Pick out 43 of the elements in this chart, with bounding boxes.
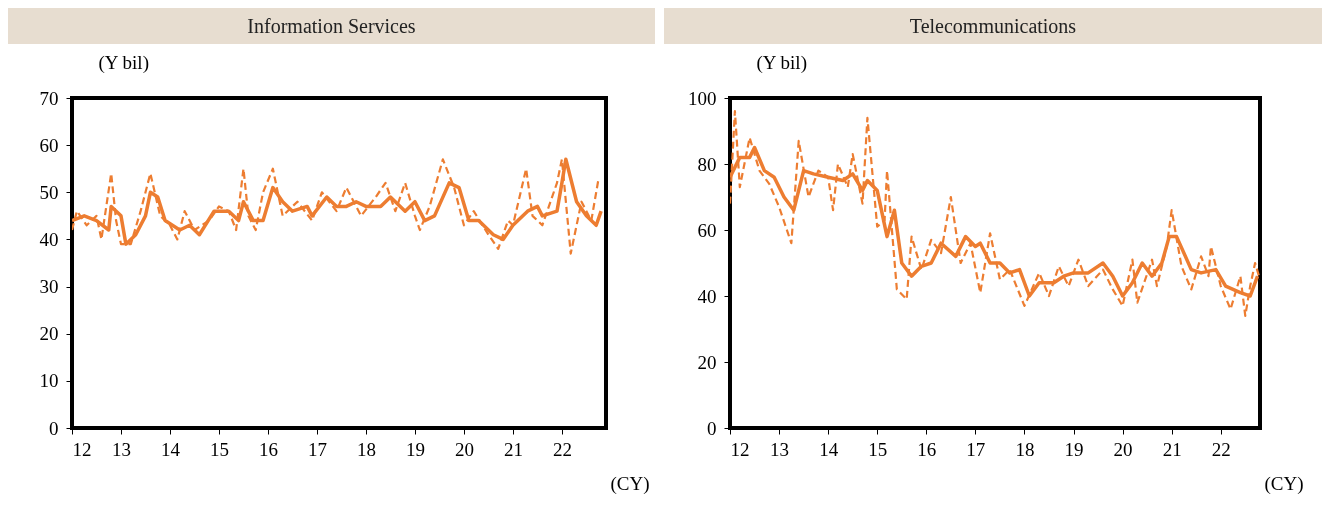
y-tick-label: 10 — [39, 370, 59, 392]
y-tick-label: 80 — [697, 153, 717, 175]
x-tick-label: 15 — [868, 438, 888, 460]
x-tick-label: 20 — [1113, 438, 1133, 460]
y-tick-label: 50 — [39, 181, 59, 203]
x-tick-label: 21 — [1162, 438, 1182, 460]
y-tick-label: 60 — [39, 134, 59, 156]
x-tick-label: 22 — [1211, 438, 1231, 460]
x-tick-label: 15 — [209, 438, 229, 460]
x-axis-title: (CY) — [610, 472, 650, 495]
x-axis-title: (CY) — [1264, 472, 1304, 495]
x-tick-label: 13 — [770, 438, 790, 460]
x-tick-label: 22 — [552, 438, 572, 460]
x-tick-label: 19 — [405, 438, 425, 460]
x-tick-label: 14 — [160, 438, 181, 460]
x-tick-label: 14 — [819, 438, 839, 460]
y-tick-label: 70 — [39, 87, 59, 109]
x-tick-label: 16 — [258, 438, 278, 460]
y-tick-label: 0 — [707, 417, 717, 439]
y-tick-label: 20 — [697, 351, 717, 373]
x-tick-label: 13 — [111, 438, 131, 460]
x-tick-label: 21 — [503, 438, 523, 460]
y-tick-label: 20 — [39, 323, 59, 345]
x-tick-label: 16 — [917, 438, 937, 460]
y-axis-title: (Y bil) — [756, 51, 807, 74]
y-tick-label: 40 — [39, 228, 59, 250]
y-tick-label: 40 — [697, 285, 717, 307]
x-tick-label: 20 — [454, 438, 474, 460]
y-axis-title: (Y bil) — [98, 51, 149, 74]
y-tick-label: 60 — [697, 219, 717, 241]
line-series — [730, 110, 1260, 317]
y-tick-label: 0 — [49, 417, 59, 439]
x-tick-label: 18 — [1015, 438, 1035, 460]
x-tick-label: 17 — [307, 438, 327, 460]
y-tick-label: 100 — [688, 87, 717, 109]
y-tick-label: 30 — [39, 276, 59, 298]
chart-title: Information Services — [8, 8, 655, 44]
x-tick-label: 12 — [72, 438, 92, 460]
x-tick-label: 17 — [966, 438, 986, 460]
x-tick-label: 18 — [356, 438, 376, 460]
x-tick-label: 12 — [730, 438, 750, 460]
x-tick-label: 19 — [1064, 438, 1084, 460]
chart-title: Telecommunications — [664, 8, 1322, 44]
